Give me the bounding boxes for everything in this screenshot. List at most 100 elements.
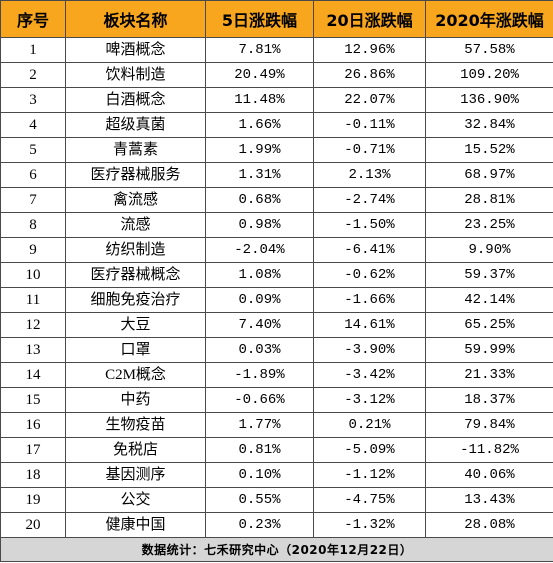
cell-index: 10 [0, 262, 66, 288]
cell-chg-20d: -5.09% [313, 437, 426, 463]
cell-chg-20d: -3.12% [313, 387, 426, 413]
cell-sector: 口罩 [65, 337, 206, 363]
cell-sector: 饮料制造 [65, 62, 206, 88]
cell-sector: 健康中国 [65, 512, 206, 538]
cell-chg-5d: 1.08% [205, 262, 314, 288]
cell-index: 8 [0, 212, 66, 238]
cell-chg-2020: 68.97% [425, 162, 553, 188]
cell-chg-20d: -1.32% [313, 512, 426, 538]
cell-index: 19 [0, 487, 66, 513]
cell-sector: 医疗器械服务 [65, 162, 206, 188]
cell-chg-5d: 11.48% [205, 87, 314, 113]
table-row: 13 口罩 0.03% -3.90% 59.99% [0, 337, 553, 363]
cell-index: 11 [0, 287, 66, 313]
cell-chg-2020: 32.84% [425, 112, 553, 138]
cell-chg-2020: 79.84% [425, 412, 553, 438]
cell-chg-20d: -3.42% [313, 362, 426, 388]
table-row: 16 生物疫苗 1.77% 0.21% 79.84% [0, 412, 553, 438]
cell-chg-5d: 0.10% [205, 462, 314, 488]
column-header-chg-5d: 5日涨跌幅 [205, 0, 314, 38]
cell-sector: 医疗器械概念 [65, 262, 206, 288]
cell-chg-2020: 109.20% [425, 62, 553, 88]
cell-sector: 大豆 [65, 312, 206, 338]
cell-chg-20d: 22.07% [313, 87, 426, 113]
cell-sector: 啤酒概念 [65, 37, 206, 63]
cell-index: 20 [0, 512, 66, 538]
cell-chg-5d: 0.68% [205, 187, 314, 213]
table-row: 1 啤酒概念 7.81% 12.96% 57.58% [0, 37, 553, 63]
cell-index: 9 [0, 237, 66, 263]
cell-index: 18 [0, 462, 66, 488]
cell-chg-5d: 7.40% [205, 312, 314, 338]
cell-chg-20d: -1.50% [313, 212, 426, 238]
header-row: 序号 板块名称 5日涨跌幅 20日涨跌幅 2020年涨跌幅 [0, 0, 553, 38]
cell-chg-20d: -3.90% [313, 337, 426, 363]
data-source-note: 数据统计：七禾研究中心（2020年12月22日） [0, 537, 553, 562]
table-row: 17 免税店 0.81% -5.09% -11.82% [0, 437, 553, 463]
cell-chg-20d: 26.86% [313, 62, 426, 88]
cell-index: 12 [0, 312, 66, 338]
cell-index: 7 [0, 187, 66, 213]
table-row: 20 健康中国 0.23% -1.32% 28.08% [0, 512, 553, 538]
cell-index: 3 [0, 87, 66, 113]
cell-chg-2020: -11.82% [425, 437, 553, 463]
cell-sector: 公交 [65, 487, 206, 513]
cell-chg-2020: 13.43% [425, 487, 553, 513]
cell-chg-20d: 2.13% [313, 162, 426, 188]
cell-sector: 白酒概念 [65, 87, 206, 113]
cell-index: 4 [0, 112, 66, 138]
column-header-chg-2020: 2020年涨跌幅 [425, 0, 553, 38]
cell-chg-20d: 14.61% [313, 312, 426, 338]
cell-chg-5d: 0.23% [205, 512, 314, 538]
table-row: 2 饮料制造 20.49% 26.86% 109.20% [0, 62, 553, 88]
cell-chg-5d: -0.66% [205, 387, 314, 413]
cell-chg-5d: 1.77% [205, 412, 314, 438]
cell-sector: 纺织制造 [65, 237, 206, 263]
cell-index: 1 [0, 37, 66, 63]
cell-chg-20d: -2.74% [313, 187, 426, 213]
cell-index: 16 [0, 412, 66, 438]
table-row: 6 医疗器械服务 1.31% 2.13% 68.97% [0, 162, 553, 188]
cell-chg-5d: 1.31% [205, 162, 314, 188]
cell-index: 17 [0, 437, 66, 463]
table-row: 15 中药 -0.66% -3.12% 18.37% [0, 387, 553, 413]
cell-chg-20d: -1.12% [313, 462, 426, 488]
cell-chg-5d: 0.98% [205, 212, 314, 238]
cell-index: 15 [0, 387, 66, 413]
cell-chg-2020: 59.37% [425, 262, 553, 288]
cell-sector: 禽流感 [65, 187, 206, 213]
cell-chg-20d: -0.71% [313, 137, 426, 163]
table-row: 4 超级真菌 1.66% -0.11% 32.84% [0, 112, 553, 138]
cell-chg-5d: 0.55% [205, 487, 314, 513]
cell-index: 6 [0, 162, 66, 188]
table-row: 9 纺织制造 -2.04% -6.41% 9.90% [0, 237, 553, 263]
column-header-chg-20d: 20日涨跌幅 [313, 0, 426, 38]
column-header-index: 序号 [0, 0, 66, 38]
cell-chg-5d: 1.66% [205, 112, 314, 138]
cell-chg-20d: 12.96% [313, 37, 426, 63]
cell-sector: 生物疫苗 [65, 412, 206, 438]
cell-chg-2020: 21.33% [425, 362, 553, 388]
cell-chg-2020: 65.25% [425, 312, 553, 338]
column-header-sector: 板块名称 [65, 0, 206, 38]
cell-sector: 中药 [65, 387, 206, 413]
cell-chg-5d: -2.04% [205, 237, 314, 263]
table-row: 5 青蒿素 1.99% -0.71% 15.52% [0, 137, 553, 163]
cell-sector: C2M概念 [65, 362, 206, 388]
table-row: 12 大豆 7.40% 14.61% 65.25% [0, 312, 553, 338]
cell-chg-5d: 1.99% [205, 137, 314, 163]
table-body: 1 啤酒概念 7.81% 12.96% 57.58% 2 饮料制造 20.49% 26.86% 1… [0, 37, 553, 538]
cell-sector: 基因测序 [65, 462, 206, 488]
cell-chg-20d: 0.21% [313, 412, 426, 438]
cell-sector: 流感 [65, 212, 206, 238]
cell-index: 2 [0, 62, 66, 88]
cell-chg-5d: 0.03% [205, 337, 314, 363]
cell-chg-5d: 0.09% [205, 287, 314, 313]
cell-sector: 免税店 [65, 437, 206, 463]
cell-chg-2020: 18.37% [425, 387, 553, 413]
cell-index: 5 [0, 137, 66, 163]
cell-chg-2020: 15.52% [425, 137, 553, 163]
cell-chg-2020: 23.25% [425, 212, 553, 238]
cell-chg-5d: 20.49% [205, 62, 314, 88]
